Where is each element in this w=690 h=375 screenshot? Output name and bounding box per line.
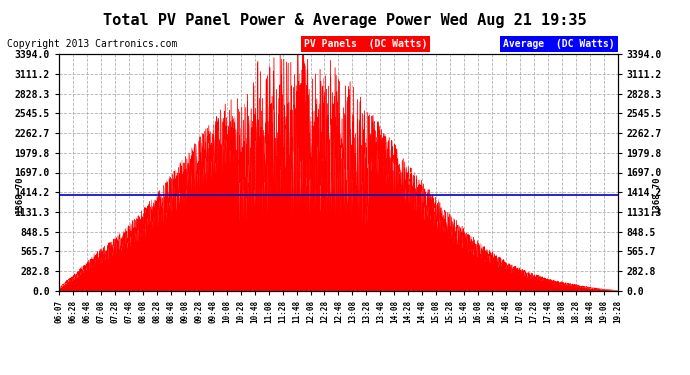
Text: 1368.70: 1368.70 bbox=[15, 177, 24, 214]
Text: Average  (DC Watts): Average (DC Watts) bbox=[503, 39, 615, 49]
Text: Copyright 2013 Cartronics.com: Copyright 2013 Cartronics.com bbox=[7, 39, 177, 50]
Text: 1368.70: 1368.70 bbox=[652, 177, 661, 214]
Text: Total PV Panel Power & Average Power Wed Aug 21 19:35: Total PV Panel Power & Average Power Wed… bbox=[104, 13, 586, 28]
Text: PV Panels  (DC Watts): PV Panels (DC Watts) bbox=[304, 39, 428, 49]
